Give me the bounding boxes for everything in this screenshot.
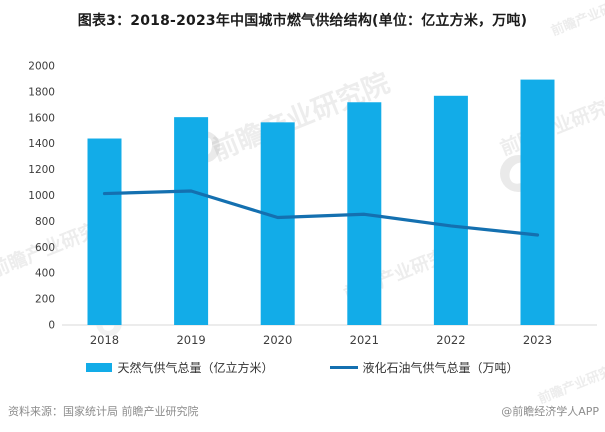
- svg-text:2018: 2018: [90, 333, 119, 347]
- legend-item-lpg: 液化石油气供气总量（万吨）: [329, 359, 519, 376]
- svg-text:1600: 1600: [28, 112, 55, 124]
- svg-text:1400: 1400: [28, 138, 55, 150]
- svg-text:600: 600: [35, 242, 55, 254]
- source-note: 资料来源：国家统计局 前瞻产业研究院: [8, 405, 199, 418]
- line-series: [102, 189, 540, 237]
- legend-label-natural-gas: 天然气供气总量（亿立方米）: [117, 361, 274, 375]
- y-axis-labels: 0 200 400 600 800 1000 1200 1400 1600 1800 2000: [28, 61, 55, 332]
- x-axis-labels: 2018 2019 2020 2021 2022 2023: [90, 333, 552, 347]
- svg-text:0: 0: [48, 320, 55, 332]
- footer: 资料来源：国家统计局 前瞻产业研究院 @前瞻经济学人APP: [8, 403, 599, 419]
- svg-text:200: 200: [35, 294, 55, 306]
- plot-area: 0 200 400 600 800 1000 1200 1400 1600 1800 2000 20…: [0, 56, 605, 356]
- svg-text:2021: 2021: [350, 333, 379, 347]
- line-series-swatch-icon: [329, 366, 358, 369]
- svg-text:2020: 2020: [263, 333, 292, 347]
- page-title: 图表3：2018-2023年中国城市燃气供给结构(单位：亿立方米，万吨): [77, 13, 528, 29]
- svg-text:1000: 1000: [28, 190, 55, 202]
- bar-series: [87, 79, 555, 326]
- svg-text:2000: 2000: [28, 61, 55, 73]
- bar-series-swatch-icon: [86, 363, 113, 372]
- svg-text:2023: 2023: [523, 333, 552, 347]
- legend-label-lpg: 液化石油气供气总量（万吨）: [362, 361, 519, 375]
- credit-note: @前瞻经济学人APP: [501, 405, 599, 418]
- svg-text:2019: 2019: [176, 333, 205, 347]
- svg-text:400: 400: [35, 268, 55, 280]
- svg-text:800: 800: [35, 216, 55, 228]
- svg-text:1200: 1200: [28, 164, 55, 176]
- svg-text:2022: 2022: [436, 333, 465, 347]
- legend-item-natural-gas: 天然气供气总量（亿立方米）: [86, 359, 274, 376]
- svg-text:1800: 1800: [28, 86, 55, 98]
- plot-canvas: 0 200 400 600 800 1000 1200 1400 1600 1800 2000 20…: [28, 61, 597, 347]
- legend: 天然气供气总量（亿立方米） 液化石油气供气总量（万吨）: [0, 359, 605, 376]
